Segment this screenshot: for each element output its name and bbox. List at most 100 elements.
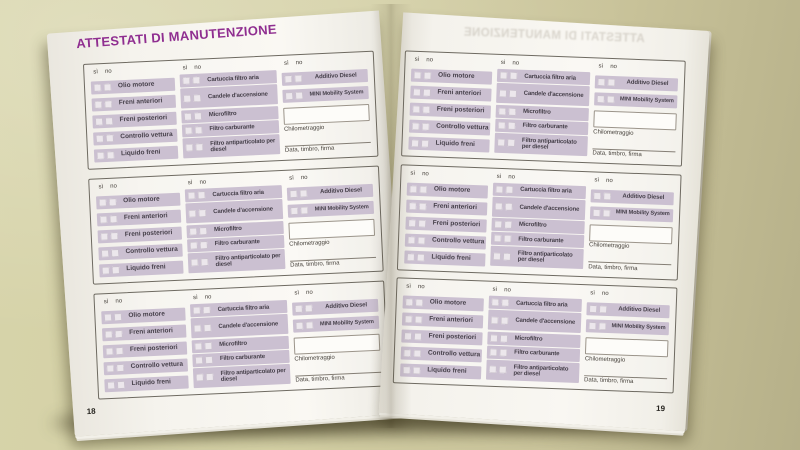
si-checkbox[interactable] [284, 75, 292, 83]
no-checkbox[interactable] [504, 235, 512, 243]
no-checkbox[interactable] [501, 316, 509, 325]
si-checkbox[interactable] [185, 126, 193, 135]
no-checkbox[interactable] [417, 236, 426, 244]
no-checkbox[interactable] [414, 332, 422, 341]
no-checkbox[interactable] [510, 72, 518, 80]
no-checkbox[interactable] [500, 348, 508, 357]
signature-area[interactable]: Data, timbro, firma [289, 256, 377, 269]
no-checkbox[interactable] [115, 330, 123, 338]
si-checkbox[interactable] [295, 322, 304, 330]
si-checkbox[interactable] [493, 252, 501, 260]
si-checkbox[interactable] [589, 305, 597, 313]
si-checkbox[interactable] [413, 88, 421, 96]
si-checkbox[interactable] [494, 220, 503, 229]
no-checkbox[interactable] [419, 185, 428, 193]
no-checkbox[interactable] [193, 94, 202, 102]
si-checkbox[interactable] [106, 364, 114, 373]
si-checkbox[interactable] [100, 232, 108, 241]
no-checkbox[interactable] [413, 366, 421, 375]
no-checkbox[interactable] [109, 198, 117, 206]
no-checkbox[interactable] [607, 78, 616, 87]
si-checkbox[interactable] [597, 95, 605, 103]
no-checkbox[interactable] [200, 241, 208, 249]
no-checkbox[interactable] [204, 324, 212, 332]
no-checkbox[interactable] [508, 107, 517, 116]
no-checkbox[interactable] [105, 117, 113, 125]
si-checkbox[interactable] [186, 144, 194, 152]
no-checkbox[interactable] [423, 72, 432, 80]
no-checkbox[interactable] [104, 100, 112, 108]
si-checkbox[interactable] [409, 202, 417, 210]
si-checkbox[interactable] [499, 89, 507, 98]
no-checkbox[interactable] [299, 189, 308, 198]
no-checkbox[interactable] [109, 215, 118, 223]
no-checkbox[interactable] [201, 258, 209, 267]
no-checkbox[interactable] [199, 209, 207, 217]
no-checkbox[interactable] [196, 143, 204, 152]
si-checkbox[interactable] [94, 101, 102, 109]
si-checkbox[interactable] [403, 366, 411, 374]
si-checkbox[interactable] [498, 107, 507, 115]
si-checkbox[interactable] [193, 307, 201, 315]
no-checkbox[interactable] [501, 299, 510, 307]
si-checkbox[interactable] [412, 105, 420, 113]
no-checkbox[interactable] [300, 206, 308, 215]
no-checkbox[interactable] [106, 151, 115, 159]
si-checkbox[interactable] [105, 330, 113, 339]
signature-area[interactable]: Data, timbro, firma [284, 141, 371, 154]
si-checkbox[interactable] [96, 152, 105, 160]
no-checkbox[interactable] [418, 219, 426, 227]
si-checkbox[interactable] [290, 207, 298, 215]
si-checkbox[interactable] [183, 94, 192, 103]
no-checkbox[interactable] [103, 83, 112, 91]
no-checkbox[interactable] [199, 227, 208, 235]
si-checkbox[interactable] [403, 349, 411, 357]
chilometraggio-input[interactable] [589, 223, 673, 244]
no-checkbox[interactable] [205, 341, 213, 350]
no-checkbox[interactable] [114, 313, 122, 321]
no-checkbox[interactable] [205, 356, 214, 364]
no-checkbox[interactable] [499, 366, 507, 374]
no-checkbox[interactable] [500, 334, 508, 342]
si-checkbox[interactable] [490, 348, 498, 356]
si-checkbox[interactable] [495, 203, 503, 211]
no-checkbox[interactable] [506, 185, 514, 194]
si-checkbox[interactable] [195, 356, 204, 364]
si-checkbox[interactable] [405, 298, 413, 306]
no-checkbox[interactable] [295, 91, 303, 100]
si-checkbox[interactable] [411, 139, 419, 147]
no-checkbox[interactable] [294, 75, 302, 83]
si-checkbox[interactable] [289, 190, 298, 198]
no-checkbox[interactable] [194, 112, 202, 120]
si-checkbox[interactable] [497, 139, 505, 147]
no-checkbox[interactable] [414, 315, 423, 324]
no-checkbox[interactable] [206, 373, 214, 382]
si-checkbox[interactable] [183, 77, 191, 85]
si-checkbox[interactable] [597, 78, 606, 86]
si-checkbox[interactable] [489, 366, 497, 374]
si-checkbox[interactable] [409, 185, 418, 193]
no-checkbox[interactable] [419, 202, 427, 210]
si-checkbox[interactable] [407, 236, 416, 244]
no-checkbox[interactable] [110, 232, 118, 240]
si-checkbox[interactable] [194, 324, 202, 332]
si-checkbox[interactable] [295, 305, 303, 313]
si-checkbox[interactable] [191, 259, 199, 267]
no-checkbox[interactable] [423, 89, 431, 97]
chilometraggio-input[interactable] [593, 110, 677, 131]
no-checkbox[interactable] [116, 364, 124, 372]
si-checkbox[interactable] [490, 334, 498, 342]
si-checkbox[interactable] [189, 209, 197, 218]
no-checkbox[interactable] [598, 322, 607, 330]
no-checkbox[interactable] [504, 221, 513, 229]
no-checkbox[interactable] [422, 123, 430, 131]
si-checkbox[interactable] [95, 118, 103, 126]
si-checkbox[interactable] [404, 332, 412, 340]
si-checkbox[interactable] [413, 71, 422, 80]
no-checkbox[interactable] [193, 76, 201, 85]
si-checkbox[interactable] [491, 298, 500, 307]
si-checkbox[interactable] [96, 135, 104, 143]
si-checkbox[interactable] [498, 121, 506, 129]
si-checkbox[interactable] [93, 84, 102, 92]
no-checkbox[interactable] [503, 253, 511, 261]
